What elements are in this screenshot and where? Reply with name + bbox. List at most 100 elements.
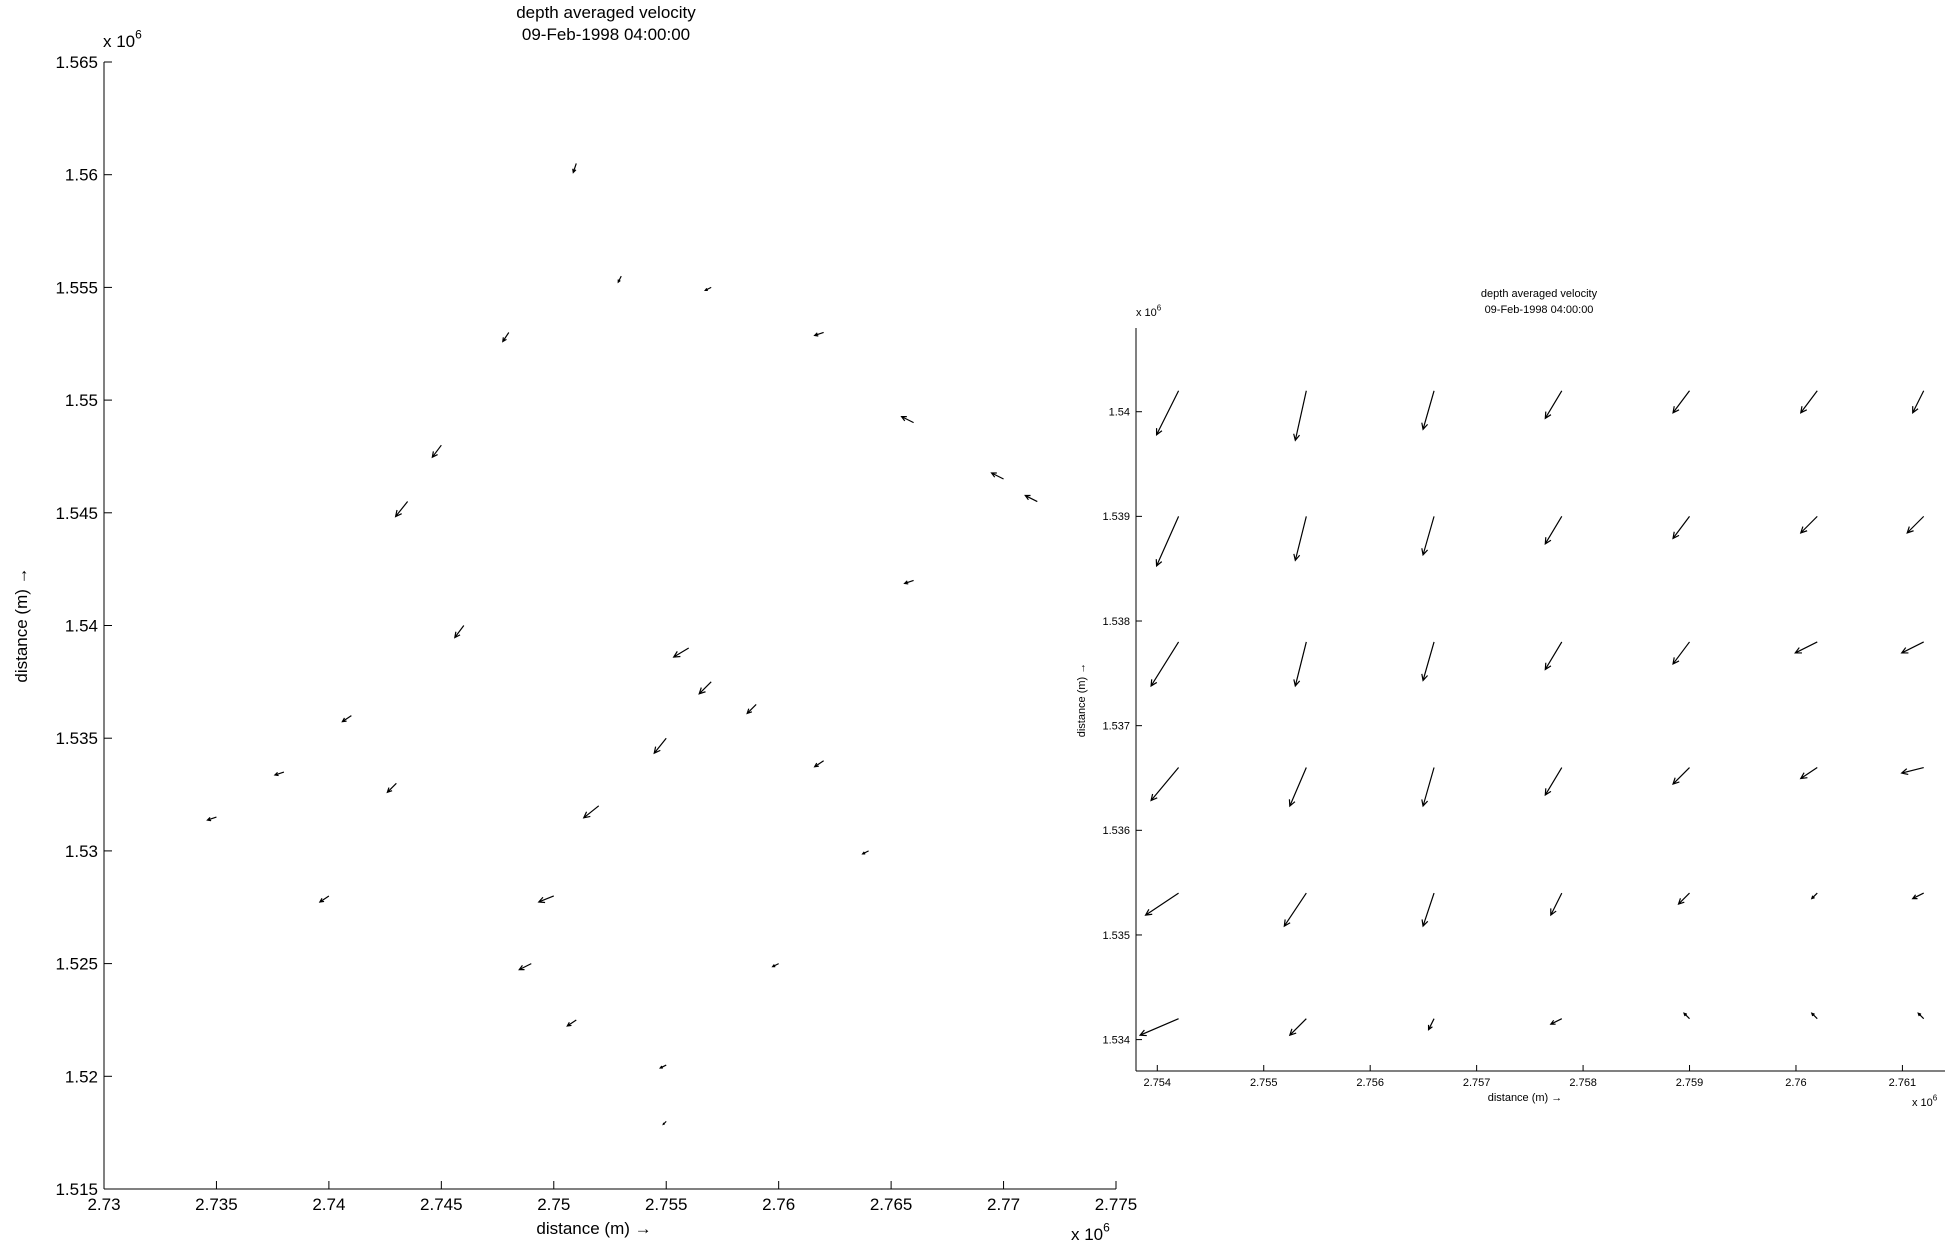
multiplier-base: x 10 [1912,1097,1933,1109]
plot: 2.73 2.735 2.74 2.745 2.75 2.755 2.76 2.765 2.77… [12,3,1137,1244]
multiplier-power: 6 [1157,304,1162,313]
arrow [1283,892,1307,928]
arrow [1544,767,1563,797]
arrow [617,275,622,284]
arrow [771,963,779,968]
arrow [1138,1018,1179,1037]
arrow [566,1019,577,1027]
y-tick-label: 1.54 [65,616,98,635]
x-multiplier: x 106 [1071,1221,1110,1245]
y-tick-label: 1.55 [65,391,98,410]
x-tick-label: 2.77 [987,1195,1020,1214]
arrow [1672,390,1691,414]
chart-title: depth averaged velocity [516,3,696,22]
x-tick-label: 2.76 [1785,1077,1806,1089]
arrow [698,681,712,695]
arrow [1150,767,1180,802]
y-tick-label: 1.534 [1102,1034,1130,1046]
y-tick-label: 1.56 [65,166,98,185]
x-tick-label: 2.761 [1889,1077,1917,1089]
arrow [1293,641,1307,688]
x-tick-label: 2.755 [1250,1077,1278,1089]
arrow [1900,641,1924,654]
arrow [572,163,577,174]
arrow [1672,767,1690,785]
x-tick-label: 2.759 [1676,1077,1704,1089]
x-tick-label: 2.754 [1144,1077,1172,1089]
y-tick-label: 1.536 [1102,825,1130,837]
y-tick-label: 1.545 [55,504,98,523]
multiplier-power: 6 [1933,1094,1938,1103]
y-tick-label: 1.538 [1102,616,1130,628]
y-tick-label: 1.525 [55,955,98,974]
arrow [1421,892,1435,928]
arrow [341,715,352,723]
arrow [704,286,712,291]
chart-title: depth averaged velocity [1481,288,1598,300]
arrow [1544,641,1563,671]
x-tick-label: 2.76 [762,1195,795,1214]
arrow [1799,515,1818,534]
arrow [1288,1018,1307,1037]
x-tick-label: 2.765 [870,1195,913,1214]
x-tick-label: 2.756 [1356,1077,1384,1089]
arrow [1293,390,1307,442]
arrow [1293,516,1307,562]
arrow [1421,767,1435,808]
arrow [672,647,690,658]
arrow [1799,767,1818,780]
arrow [653,737,667,755]
arrow [1024,494,1038,503]
arrow [1150,641,1180,688]
arrow [206,816,217,822]
y-tick-label: 1.555 [55,278,98,297]
arrow [1421,390,1435,431]
arrow [659,1064,667,1069]
arrow [1799,390,1818,414]
arrow [1544,390,1563,420]
chart-subtitle: 09-Feb-1998 04:00:00 [522,25,690,44]
arrow [1155,390,1180,436]
arrow [861,850,869,855]
plot: 2.754 2.755 2.756 2.757 2.758 2.759 2.76 2.761 1… [1076,288,1945,1109]
y-multiplier: x 106 [1136,304,1162,320]
arrow [1794,641,1818,654]
arrow [1906,515,1925,534]
y-tick-label: 1.539 [1102,511,1130,523]
y-axis-label: distance (m) → [1076,663,1088,738]
chart-subtitle: 09-Feb-1998 04:00:00 [1485,304,1594,316]
arrow [990,472,1004,480]
x-multiplier: x 106 [1912,1094,1938,1110]
y-tick-label: 1.565 [55,53,98,72]
x-tick-label: 2.745 [420,1195,463,1214]
x-tick-label: 2.74 [312,1195,345,1214]
arrow [582,805,600,819]
arrow [662,1120,667,1126]
arrow [1672,516,1691,540]
y-tick-label: 1.535 [1102,930,1130,942]
y-tick-label: 1.54 [1109,407,1130,419]
arrow [1421,641,1435,682]
multiplier-base: x 10 [1071,1225,1103,1244]
arrow [813,760,824,768]
x-tick-label: 2.758 [1569,1077,1597,1089]
arrow [394,501,409,518]
multiplier-power: 6 [1103,1221,1110,1235]
x-axis-label: distance (m) → [1488,1092,1563,1104]
arrow [1421,516,1435,557]
arrow [1549,1018,1563,1025]
y-axis-label: distance (m) → [12,567,31,682]
arrow [746,703,757,715]
multiplier-base: x 10 [1136,307,1157,319]
y-tick-label: 1.53 [65,842,98,861]
y-tick-label: 1.535 [55,729,98,748]
arrow [1155,516,1180,568]
multiplier-base: x 10 [103,32,135,51]
arrow [454,625,465,639]
arrow [1911,892,1924,900]
x-tick-label: 2.735 [195,1195,238,1214]
arrow [1912,390,1925,414]
y-tick-label: 1.537 [1102,721,1130,733]
arrow [273,771,285,777]
arrow [1683,1012,1690,1020]
